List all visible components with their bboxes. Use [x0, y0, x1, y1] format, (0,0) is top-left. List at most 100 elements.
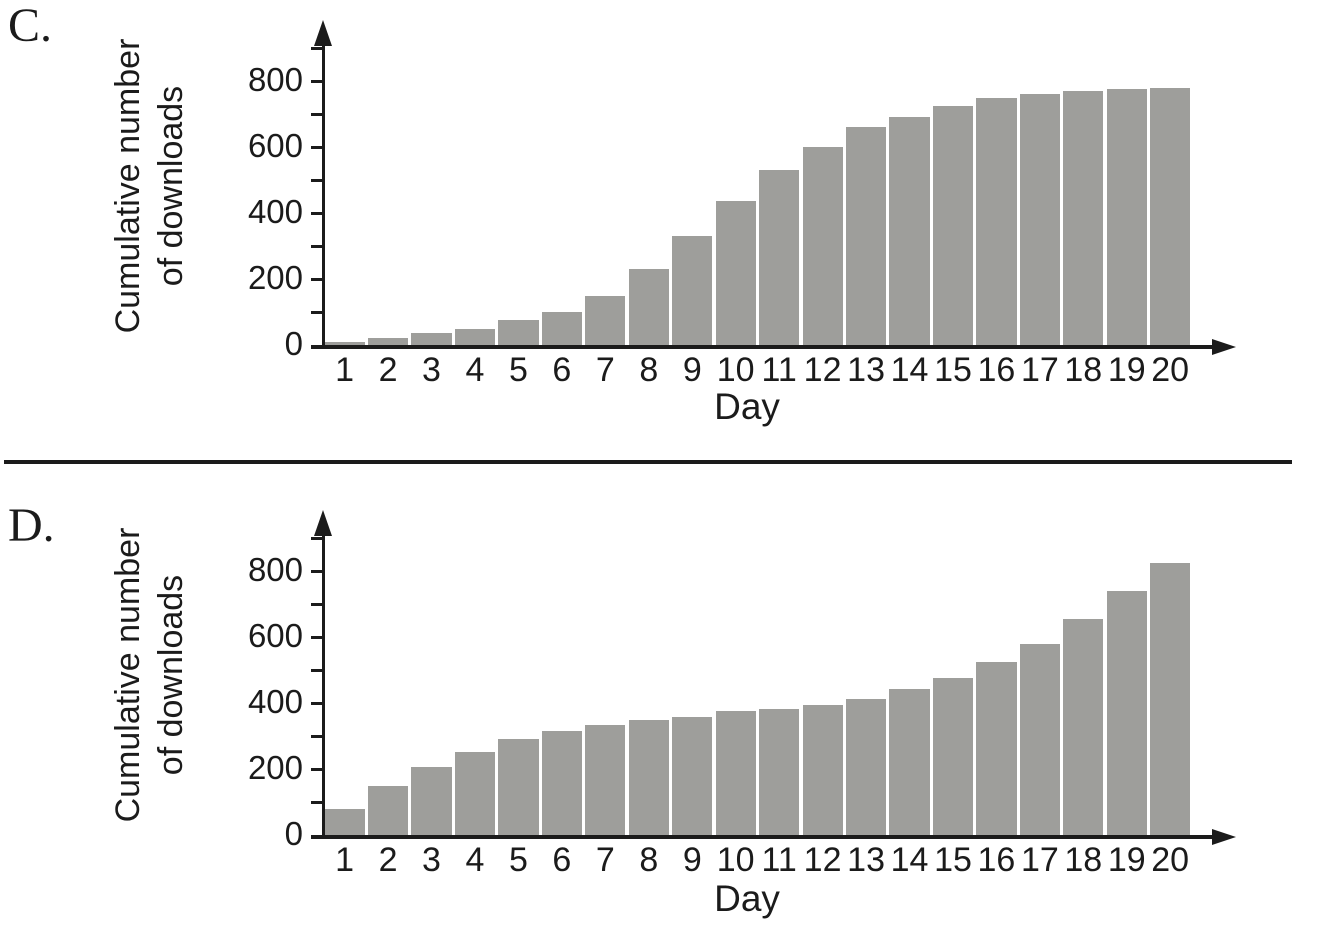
x-tick-label-11: 11	[761, 841, 797, 879]
y-tick-300	[311, 244, 323, 248]
y-tick-800	[311, 569, 323, 573]
y-tick-label-200: 200	[247, 749, 303, 787]
bar-day-10	[715, 201, 756, 345]
x-tick-label-14: 14	[890, 841, 929, 879]
y-tick-900	[311, 536, 323, 540]
x-tick-label-11: 11	[761, 351, 797, 389]
panel-letter-d: D.	[8, 499, 55, 552]
x-tick-label-18: 18	[1064, 351, 1103, 389]
x-axis-line	[311, 835, 1212, 839]
panel-divider	[4, 460, 1292, 464]
x-tick-label-19: 19	[1107, 351, 1146, 389]
bar-day-3	[411, 333, 452, 345]
bar-day-18	[1063, 618, 1104, 835]
x-tick-label-19: 19	[1107, 841, 1146, 879]
x-tick-label-14: 14	[890, 351, 929, 389]
x-tick-label-10: 10	[716, 841, 755, 879]
x-tick-label-13: 13	[847, 841, 886, 879]
y-tick-label-0: 0	[284, 815, 303, 853]
x-axis-title-d: Day	[714, 878, 780, 919]
y-axis-line	[321, 34, 325, 348]
x-tick-label-3: 3	[422, 351, 441, 389]
bar-day-12	[802, 147, 843, 345]
x-tick-label-9: 9	[682, 841, 702, 879]
x-tick-label-8: 8	[639, 351, 659, 389]
bar-chart-c: 1 2 3 4 5 6 7 8 9 10 11 12 13 14 15 16 17 18 19 20 0 200 400 60…	[0, 0, 1320, 462]
y-tick-200	[311, 767, 323, 771]
bar-day-11	[759, 170, 800, 345]
bar-day-6	[541, 312, 583, 345]
bar-day-12	[802, 705, 843, 835]
y-tick-700	[311, 112, 323, 116]
bar-day-17	[1019, 643, 1060, 835]
x-tick-label-15: 15	[934, 841, 972, 879]
bar-day-11	[759, 709, 800, 835]
bar-day-1	[324, 808, 365, 835]
bar-day-8	[628, 269, 669, 345]
x-tick-label-18: 18	[1064, 841, 1103, 879]
x-tick-label-2: 2	[378, 351, 398, 389]
x-axis-arrow	[1212, 338, 1236, 355]
bar-day-9	[672, 236, 713, 345]
y-axis-arrow	[314, 20, 332, 46]
x-tick-label-12: 12	[803, 351, 842, 389]
y-tick-label-400: 400	[247, 193, 303, 231]
x-tick-label-16: 16	[977, 351, 1016, 389]
bar-day-9	[672, 716, 713, 835]
bar-day-2	[367, 786, 409, 835]
bar-day-2	[367, 338, 409, 345]
bar-day-4	[454, 751, 496, 835]
bar-day-16	[976, 661, 1017, 836]
bar-day-3	[411, 766, 452, 835]
x-tick-label-7: 7	[595, 351, 615, 389]
x-tick-label-5: 5	[509, 841, 528, 879]
bar-day-7	[585, 295, 626, 345]
x-tick-label-7: 7	[595, 841, 615, 879]
x-tick-label-20: 20	[1151, 841, 1190, 879]
x-tick-label-6: 6	[552, 841, 572, 879]
x-tick-label-13: 13	[847, 351, 886, 389]
bar-day-6	[541, 731, 583, 836]
y-tick-label-400: 400	[247, 683, 303, 721]
bar-day-14	[889, 689, 930, 835]
bar-day-15	[932, 678, 974, 836]
y-tick-label-600: 600	[247, 617, 303, 655]
bar-day-18	[1063, 90, 1104, 345]
y-tick-label-0: 0	[284, 325, 303, 363]
y-tick-label-800: 800	[247, 551, 303, 589]
x-tick-label-10: 10	[716, 351, 755, 389]
bar-day-20	[1150, 87, 1191, 345]
bar-day-15	[932, 105, 974, 346]
x-tick-label-15: 15	[934, 351, 972, 389]
bar-day-5	[498, 739, 539, 835]
bar-day-5	[498, 320, 539, 346]
x-tick-label-2: 2	[378, 841, 398, 879]
y-tick-600	[311, 635, 323, 639]
bar-day-10	[715, 711, 756, 836]
bar-day-19	[1106, 590, 1147, 835]
bar-day-8	[628, 719, 669, 835]
x-axis-arrow	[1212, 828, 1236, 845]
y-tick-900	[311, 46, 323, 50]
bar-day-4	[454, 328, 496, 345]
x-tick-label-4: 4	[465, 351, 485, 389]
y-tick-label-800: 800	[247, 61, 303, 99]
bar-day-19	[1106, 89, 1147, 346]
panel-letter-c: C.	[8, 0, 53, 52]
y-tick-300	[311, 734, 323, 738]
y-tick-label-600: 600	[247, 127, 303, 165]
bar-chart-d: 1 2 3 4 5 6 7 8 9 10 11 12 13 14 15 16 17 18 19 20 0 200 400 60…	[0, 466, 1320, 932]
y-tick-400	[311, 211, 323, 215]
x-tick-label-4: 4	[465, 841, 485, 879]
y-tick-500	[311, 178, 323, 182]
y-tick-600	[311, 145, 323, 149]
y-tick-800	[311, 79, 323, 83]
x-tick-label-17: 17	[1020, 351, 1059, 389]
y-tick-200	[311, 277, 323, 281]
x-tick-label-5: 5	[509, 351, 528, 389]
x-tick-label-1: 1	[335, 351, 355, 389]
y-axis-line	[321, 524, 325, 838]
